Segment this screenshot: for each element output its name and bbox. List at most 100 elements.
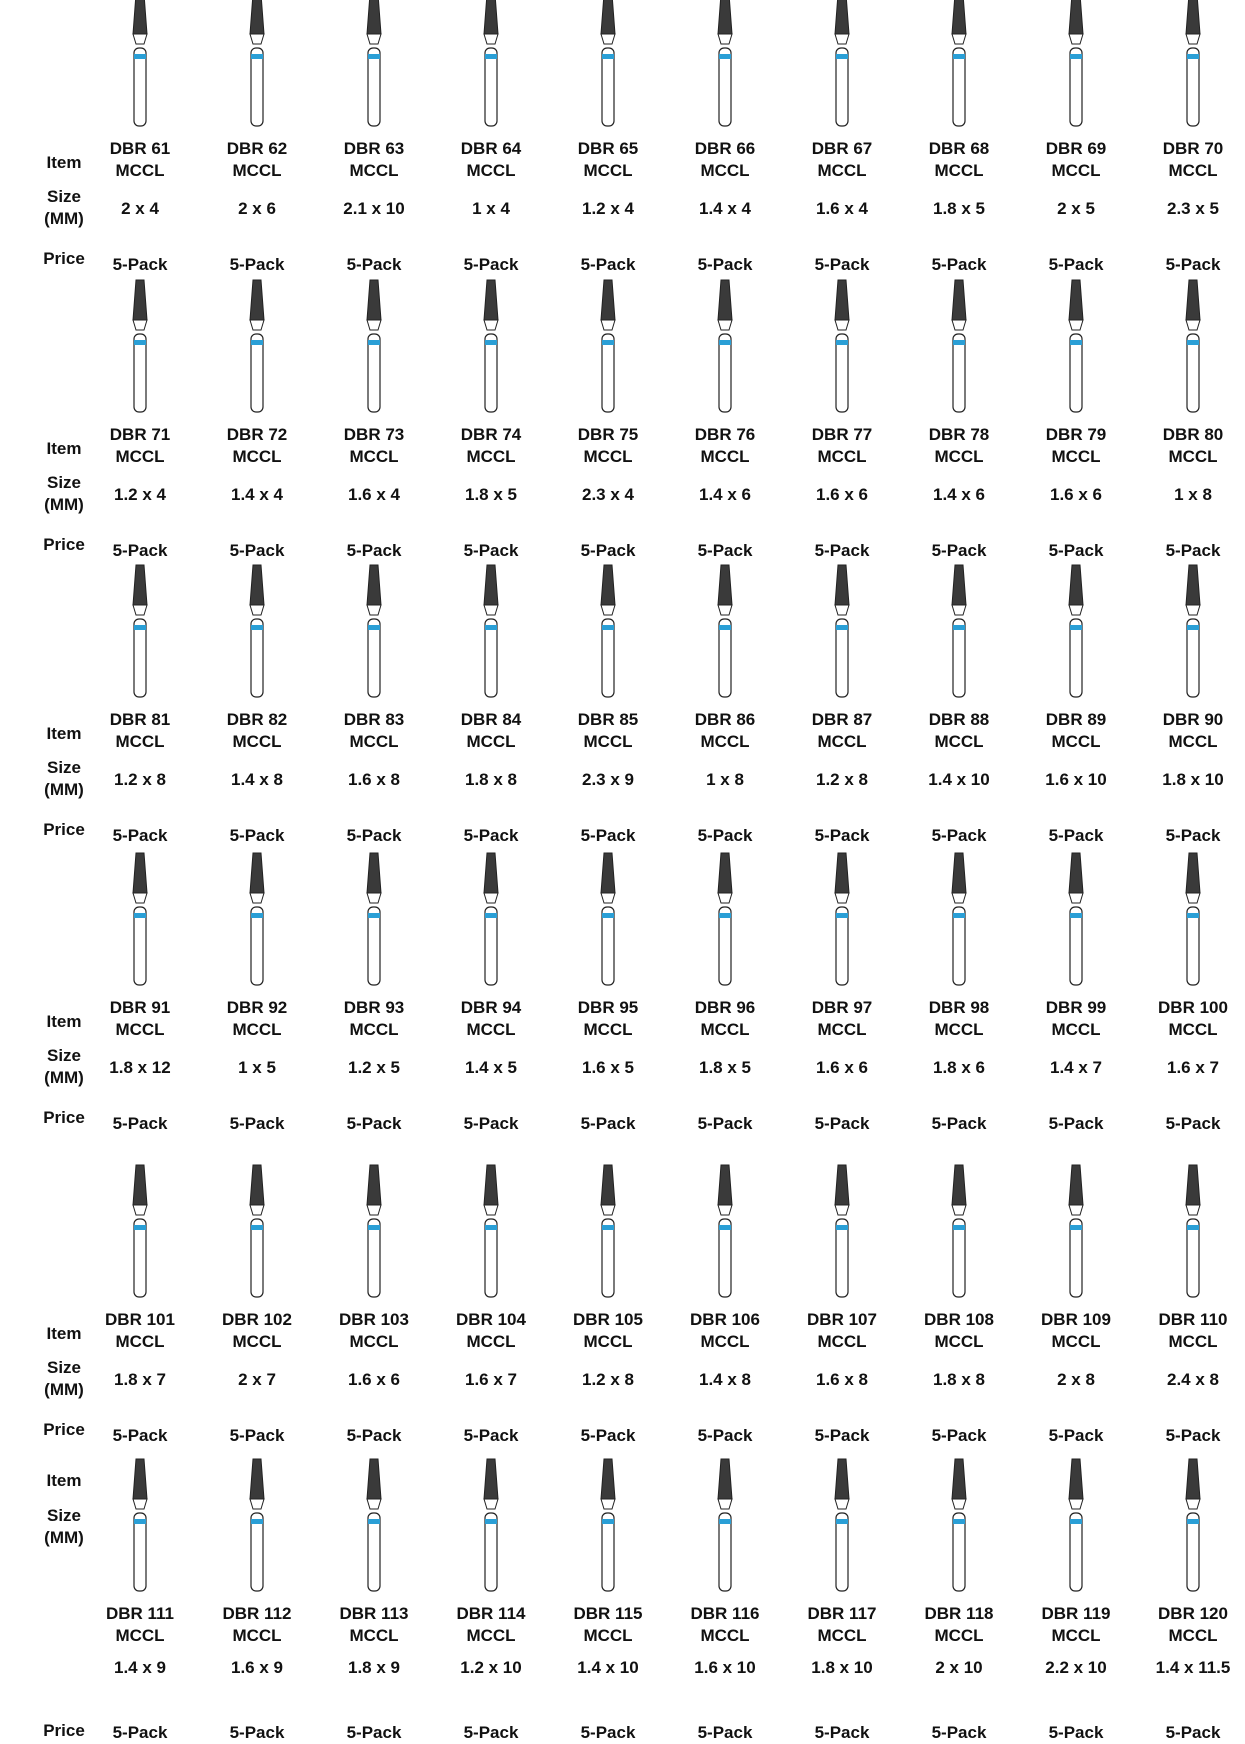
- bur-part: [249, 33, 265, 45]
- bur-part: [1068, 1498, 1084, 1510]
- item-price: 5-Pack: [580, 1426, 636, 1445]
- bur-part: [1070, 913, 1082, 918]
- bur-part: [250, 1512, 264, 1592]
- bur-part: [951, 852, 967, 894]
- bur-part: [368, 913, 380, 918]
- item-name: DBR 120: [1158, 1604, 1228, 1623]
- item-suffix: MCCL: [583, 1626, 633, 1645]
- bur-part: [133, 618, 147, 698]
- item-size: 1.6 x 6: [816, 1058, 868, 1077]
- bur-part: [600, 0, 616, 35]
- item-name: DBR 81: [109, 710, 171, 729]
- item-suffix: MCCL: [232, 732, 282, 751]
- bur-part: [366, 1498, 382, 1510]
- item-size: 2.1 x 10: [343, 199, 405, 218]
- item-suffix: MCCL: [1051, 1332, 1101, 1351]
- item-name: DBR 85: [577, 710, 639, 729]
- item-size: 1.4 x 8: [699, 1370, 751, 1389]
- item-price: 5-Pack: [463, 541, 519, 560]
- bur-part: [600, 892, 616, 904]
- bur-part: [718, 1218, 732, 1298]
- bur-part: [717, 1204, 733, 1216]
- item-price: 5-Pack: [814, 1426, 870, 1445]
- bur-part: [834, 604, 850, 616]
- bur-part: [133, 1218, 147, 1298]
- bur-part: [1068, 604, 1084, 616]
- bur-part: [249, 892, 265, 904]
- item-name: DBR 79: [1045, 425, 1107, 444]
- bur-part: [834, 1204, 850, 1216]
- bur-part: [1068, 1204, 1084, 1216]
- bur-part: [601, 618, 615, 698]
- item-size: 1.4 x 6: [933, 485, 985, 504]
- item-price: 5-Pack: [931, 1426, 987, 1445]
- bur-part: [134, 1519, 146, 1524]
- bur-part: [1186, 333, 1200, 413]
- item-size: 1.6 x 5: [582, 1058, 634, 1077]
- bur-part: [601, 1512, 615, 1592]
- item-suffix: MCCL: [115, 1626, 165, 1645]
- item-price: 5-Pack: [580, 1723, 636, 1742]
- item-name: DBR 96: [694, 998, 756, 1017]
- bur-part: [1187, 913, 1199, 918]
- bur-part: [132, 604, 148, 616]
- item-price: 5-Pack: [1048, 1723, 1104, 1742]
- item-name: DBR 108: [924, 1310, 994, 1329]
- item-suffix: MCCL: [583, 732, 633, 751]
- bur-part: [1070, 54, 1082, 59]
- bur-part: [1186, 906, 1200, 986]
- price-label: Price: [43, 1721, 85, 1740]
- item-price: 5-Pack: [112, 1426, 168, 1445]
- bur-part: [132, 892, 148, 904]
- item-price: 5-Pack: [463, 1723, 519, 1742]
- bur-part: [953, 54, 965, 59]
- item-size: 1.4 x 4: [231, 485, 283, 504]
- bur-part: [484, 1218, 498, 1298]
- item-suffix: MCCL: [1168, 1332, 1218, 1351]
- bur-part: [366, 33, 382, 45]
- bur-part: [249, 1164, 265, 1206]
- bur-part: [133, 47, 147, 127]
- bur-part: [134, 625, 146, 630]
- bur-part: [483, 319, 499, 331]
- bur-part: [1070, 625, 1082, 630]
- item-name: DBR 109: [1041, 1310, 1111, 1329]
- item-price: 5-Pack: [112, 255, 168, 274]
- item-suffix: MCCL: [817, 732, 867, 751]
- item-size: 1.4 x 9: [114, 1658, 166, 1677]
- bur-part: [600, 1458, 616, 1500]
- bur-part: [717, 1458, 733, 1500]
- price-label: Price: [43, 535, 85, 554]
- item-suffix: MCCL: [934, 447, 984, 466]
- item-price: 5-Pack: [346, 1723, 402, 1742]
- bur-part: [366, 1204, 382, 1216]
- item-size: 1.6 x 10: [694, 1658, 756, 1677]
- bur-part: [835, 1512, 849, 1592]
- item-name: DBR 77: [811, 425, 873, 444]
- bur-part: [1185, 1164, 1201, 1206]
- bur-part: [717, 564, 733, 606]
- item-price: 5-Pack: [814, 1114, 870, 1133]
- bur-part: [1185, 604, 1201, 616]
- size-label: Size (MM): [44, 1046, 84, 1087]
- bur-part: [717, 33, 733, 45]
- bur-part: [951, 604, 967, 616]
- bur-part: [485, 1519, 497, 1524]
- item-name: DBR 90: [1162, 710, 1224, 729]
- bur-part: [251, 340, 263, 345]
- item-size: 1.6 x 6: [348, 1370, 400, 1389]
- item-suffix: MCCL: [583, 1332, 633, 1351]
- item-name: DBR 64: [460, 139, 522, 158]
- price-label: Price: [43, 249, 85, 268]
- item-price: 5-Pack: [580, 826, 636, 845]
- item-size: 1.2 x 4: [114, 485, 166, 504]
- item-size: 1.6 x 6: [1050, 485, 1102, 504]
- bur-part: [1068, 892, 1084, 904]
- item-name: DBR 72: [226, 425, 288, 444]
- bur-part: [484, 906, 498, 986]
- bur-part: [250, 618, 264, 698]
- bur-part: [600, 1498, 616, 1510]
- item-name: DBR 75: [577, 425, 639, 444]
- item-price: 5-Pack: [814, 1723, 870, 1742]
